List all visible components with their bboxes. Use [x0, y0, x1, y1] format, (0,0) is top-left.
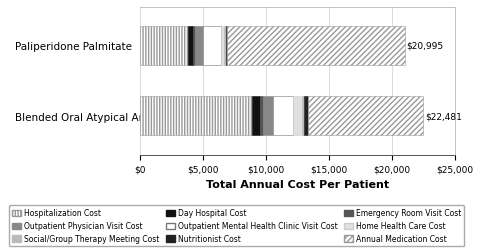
Bar — [293, 97, 302, 136]
Bar — [202, 27, 221, 66]
Bar — [260, 97, 264, 136]
Bar — [264, 97, 273, 136]
Bar — [140, 27, 188, 66]
Bar — [252, 97, 260, 136]
Bar — [308, 97, 424, 136]
Bar — [226, 27, 228, 66]
Text: $20,995: $20,995 — [406, 42, 444, 50]
Text: $22,481: $22,481 — [425, 112, 462, 121]
Bar — [140, 97, 252, 136]
Bar — [273, 97, 293, 136]
Legend: Hospitalization Cost, Outpatient Physician Visit Cost, Social/Group Therapy Meet: Hospitalization Cost, Outpatient Physici… — [9, 206, 464, 246]
Bar — [188, 27, 192, 66]
Bar — [302, 97, 304, 136]
X-axis label: Total Annual Cost Per Patient: Total Annual Cost Per Patient — [206, 179, 389, 189]
Bar — [228, 27, 404, 66]
Bar — [194, 27, 202, 66]
Bar — [224, 27, 226, 66]
Bar — [304, 97, 308, 136]
Bar — [192, 27, 194, 66]
Bar — [221, 27, 224, 66]
